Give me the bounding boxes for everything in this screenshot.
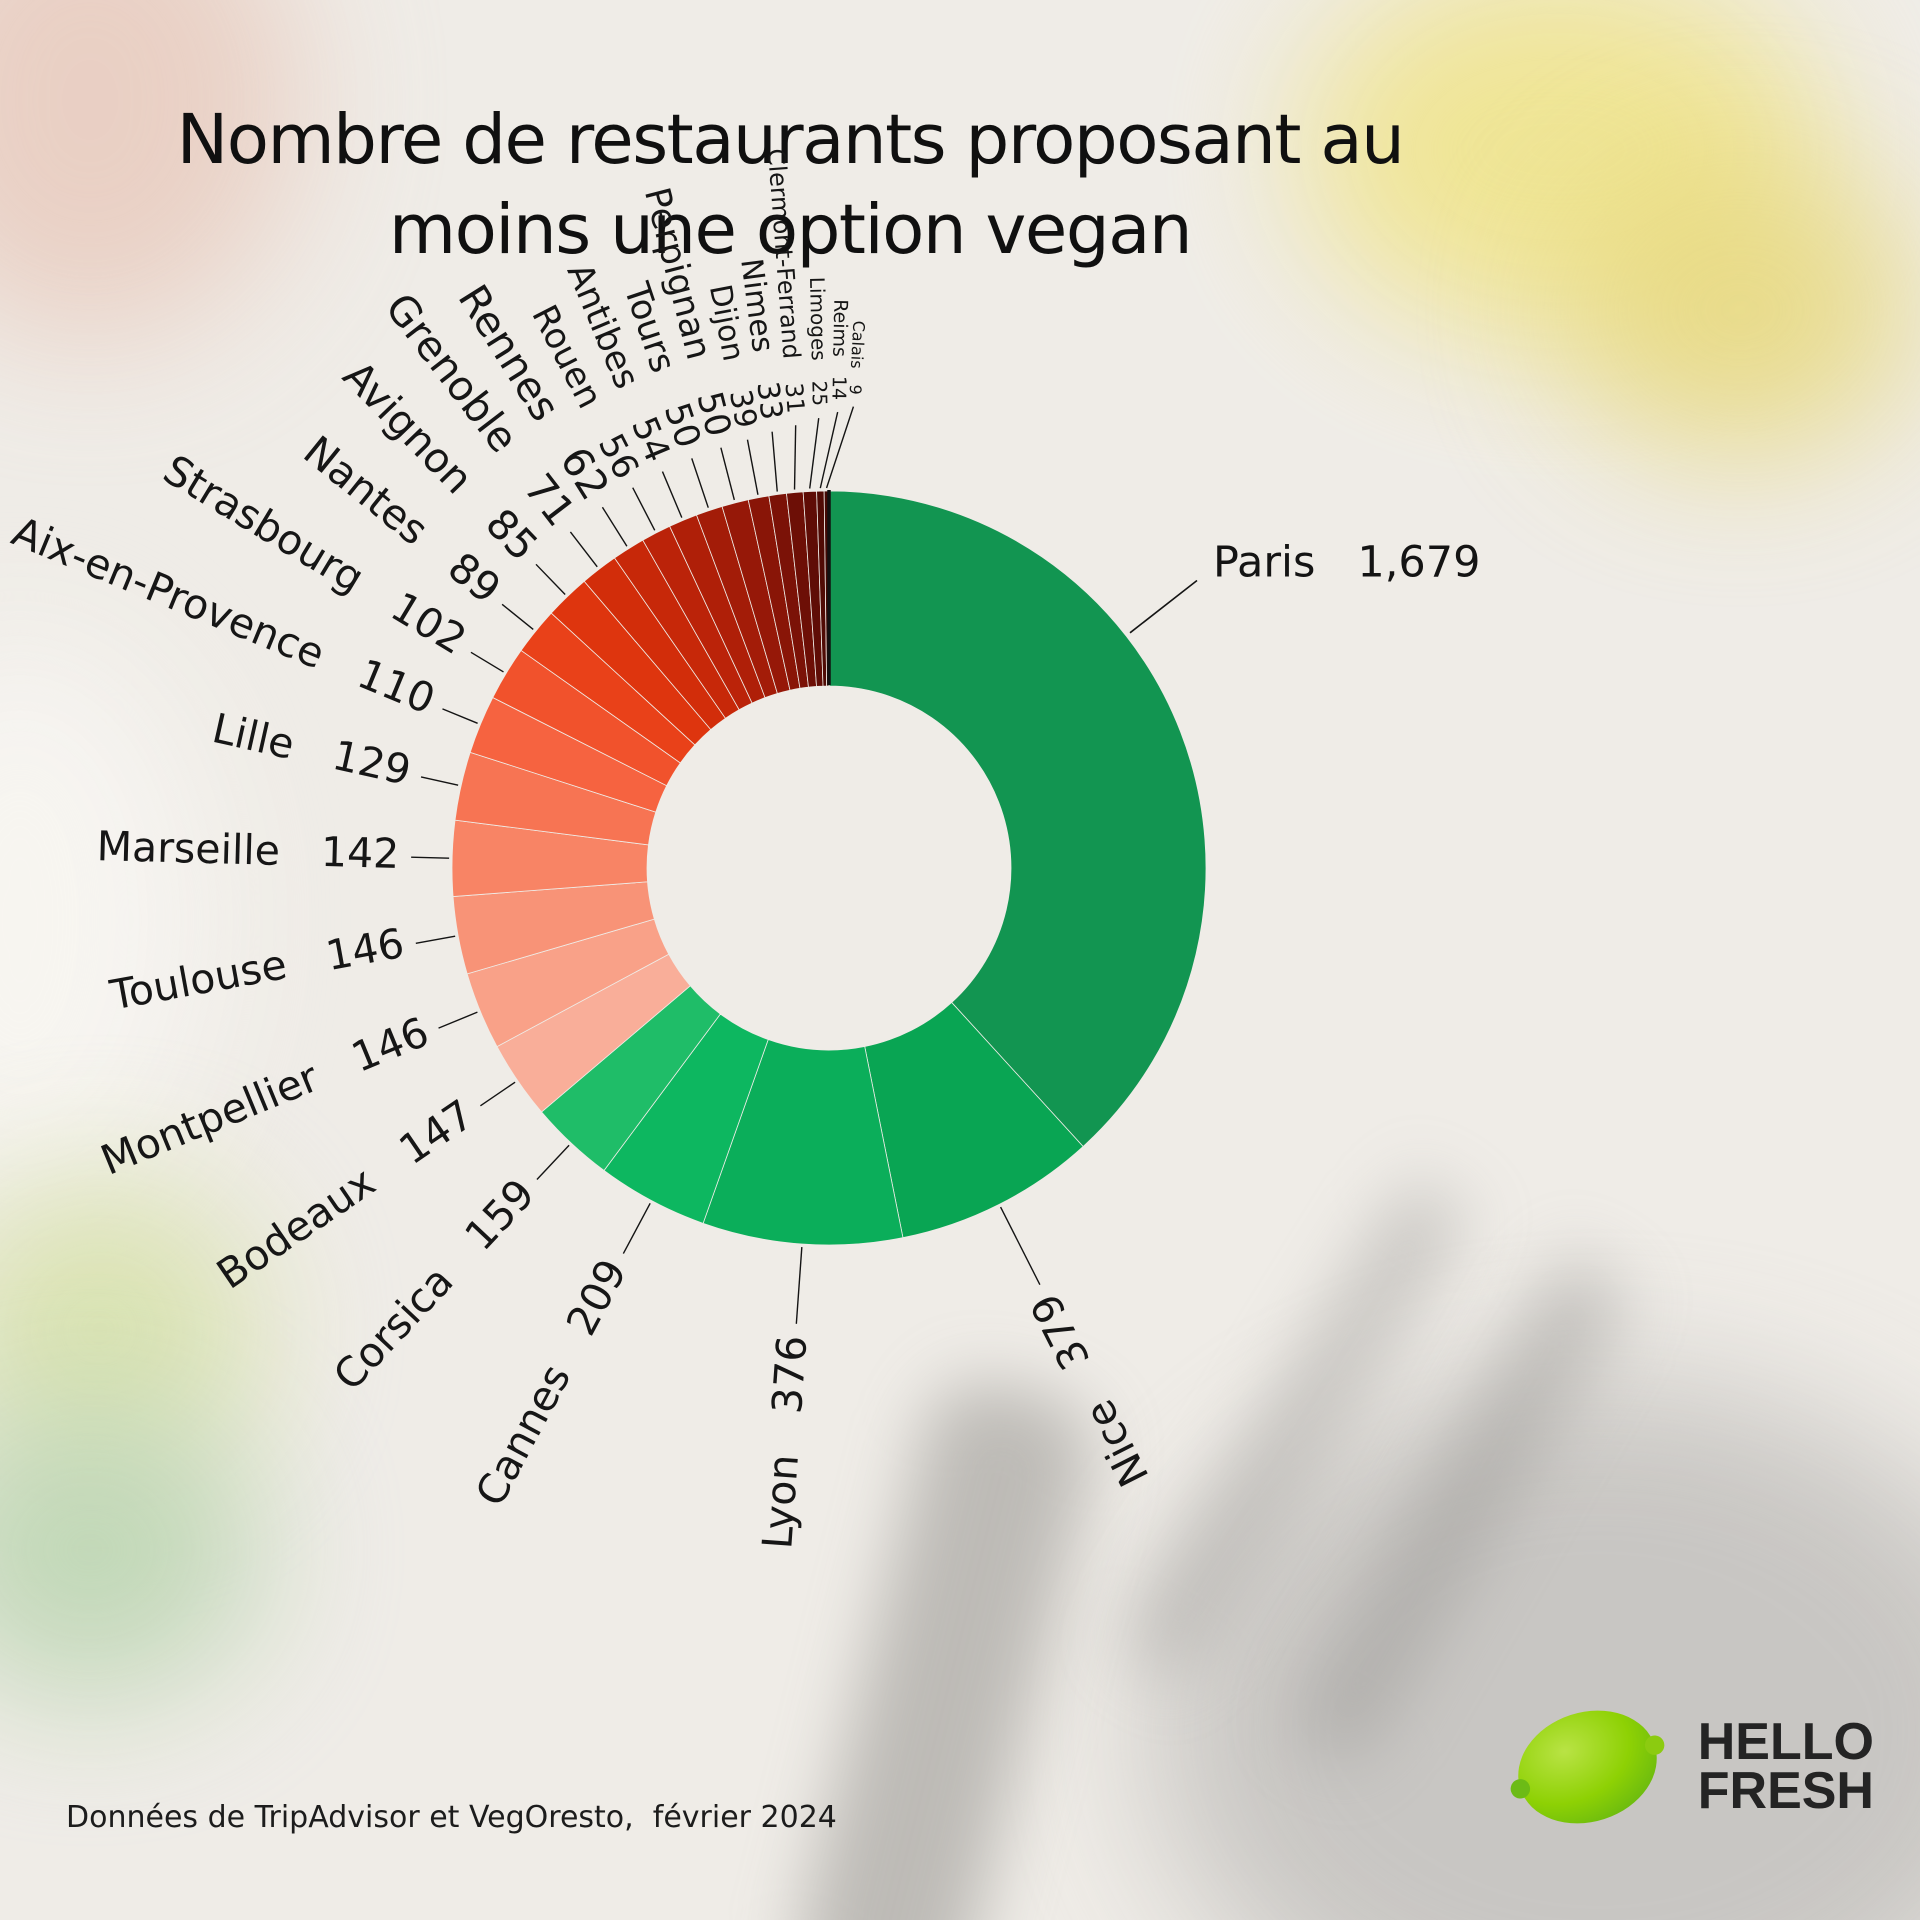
leader-line-tours [691,458,709,508]
donut-segment-paris [828,490,1207,1148]
city-label-cannes: Cannes 209 [466,1251,636,1513]
leader-line-perpignan [720,447,736,501]
leader-line-dijon [746,439,759,495]
leader-line-toulouse [415,935,456,944]
leader-line-rouen [632,487,656,531]
leader-line-marseille [411,856,450,859]
leader-line-clermont-ferrand [793,425,797,490]
leader-line-nimes [771,431,778,492]
page-title-line2: moins une option vegan [388,189,1193,270]
hellofresh-logo: HELLO FRESH [1495,1692,1874,1842]
leader-line-paris [1129,579,1198,634]
leader-line-limoges [809,418,820,489]
leader-line-nice [999,1206,1041,1285]
leader-line-nantes [501,603,534,630]
leader-line-corsica [536,1144,570,1180]
page-title: Nombre de restaurants proposant au moins… [0,96,1580,275]
background-blur-greens-2 [0,1400,260,1700]
city-label-calais: Calais 9 [846,320,869,395]
leader-line-cannes [622,1202,651,1254]
leader-line-montpellier [438,1011,478,1029]
hellofresh-lime-icon [1510,1710,1665,1824]
leader-line-lyon [795,1246,803,1324]
background-blur-lemon-2 [1560,160,1920,460]
city-label-lyon: Lyon 376 [753,1334,816,1551]
city-label-marseille: Marseille 142 [96,822,400,878]
leader-line-lille [420,776,459,786]
leader-line-grenoble [569,531,598,568]
city-label-reims: Reims 14 [827,299,851,400]
hellofresh-wordmark-line1: HELLO [1697,1712,1874,1771]
hellofresh-wordmark: HELLO FRESH [1697,1712,1874,1820]
leader-line-reims [819,411,839,489]
page-title-line1: Nombre de restaurants proposant au [176,100,1405,181]
city-label-lille: Lille 129 [208,704,415,795]
city-label-nice: Nice 379 [1021,1286,1158,1494]
city-label-limoges: Limoges 25 [805,277,832,407]
source-note: Données de TripAdvisor et VegOresto, fév… [66,1800,837,1835]
city-label-paris: Paris 1,679 [1213,537,1481,587]
leader-line-aix-en-provence [442,708,478,724]
hellofresh-wordmark-line2: FRESH [1697,1762,1874,1820]
leader-line-strasbourg [470,651,504,673]
city-label-toulouse: Toulouse 146 [106,919,408,1020]
leader-line-rennes [601,506,628,547]
leader-line-avignon [535,563,566,596]
leader-line-bodeaux [480,1081,516,1107]
leader-line-antibes [661,471,683,518]
leader-line-calais [825,406,855,489]
